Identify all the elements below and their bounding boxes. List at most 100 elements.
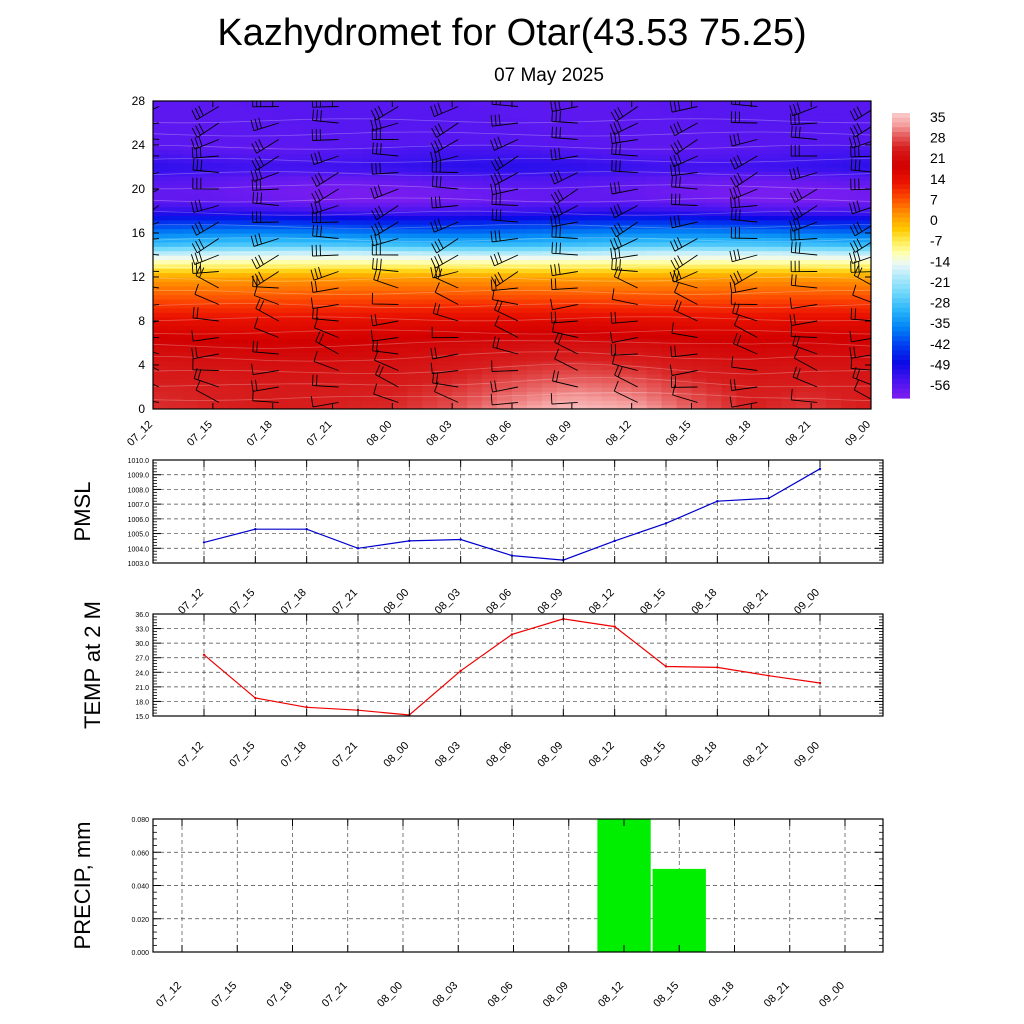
y-tick-label: 27.0 [135, 656, 149, 663]
wind-barb [373, 268, 399, 289]
data-point [613, 625, 616, 628]
x-tick-label: 09_00 [792, 740, 822, 770]
wind-barb [789, 297, 818, 309]
x-tick-label: 08_09 [541, 980, 571, 1010]
wind-barb [610, 131, 638, 144]
contour-line [153, 290, 871, 295]
wind-barb [370, 314, 399, 327]
wind-barb [252, 191, 279, 206]
colorbar-swatch [892, 208, 910, 214]
contour-line [153, 329, 871, 335]
colorbar-swatch [892, 284, 910, 290]
wind-barb [311, 101, 339, 108]
wind-barb [430, 103, 459, 117]
wind-barb [315, 331, 339, 355]
x-tick-label: 07_21 [320, 980, 350, 1010]
x-tick-label: 07_18 [279, 587, 309, 617]
colorbar-label: -7 [930, 233, 943, 249]
wind-barb [153, 304, 160, 306]
wind-barb [730, 227, 758, 239]
wind-barb [729, 396, 758, 408]
wind-barb [310, 266, 339, 281]
colorbar-swatch [892, 217, 910, 223]
wind-barb [430, 149, 459, 163]
colorbar-swatch [892, 341, 910, 347]
x-tick-label: 08_06 [484, 740, 514, 770]
contour-line [153, 131, 871, 137]
wind-barb [730, 293, 758, 305]
x-tick-label: 07_18 [265, 980, 295, 1010]
data-point [459, 538, 462, 541]
wind-barb [491, 271, 519, 287]
wind-barb [850, 357, 871, 371]
wind-barb [190, 251, 219, 266]
wind-barb [430, 347, 459, 360]
y-tick-label: 36.0 [135, 612, 149, 619]
wind-barb [609, 120, 638, 135]
wind-barb [491, 360, 519, 372]
colorbar-swatch [892, 374, 910, 380]
wind-barb [490, 136, 519, 151]
wind-barb [370, 330, 399, 342]
wind-barb [670, 254, 698, 270]
wind-barb [491, 101, 519, 107]
y-tick-label: 1004.0 [128, 546, 150, 553]
wind-barb [550, 214, 578, 228]
wind-barb [609, 181, 638, 195]
wind-barb [729, 133, 758, 147]
wind-barb [729, 248, 758, 263]
wind-barb [610, 343, 638, 356]
wind-barb [250, 117, 279, 132]
wind-barb [430, 196, 459, 209]
wind-barb [850, 261, 871, 273]
data-point [716, 500, 719, 503]
wind-barb [371, 128, 399, 140]
wind-barb [613, 380, 638, 403]
wind-barb [251, 379, 279, 392]
colorbar-label: 35 [930, 109, 946, 125]
wind-barb [431, 160, 459, 173]
data-point [510, 554, 514, 557]
colorbar-swatch [892, 336, 910, 342]
wind-barb [370, 184, 399, 199]
wind-barb [490, 114, 519, 127]
wind-barb [790, 205, 818, 221]
wind-barb [251, 139, 279, 154]
x-tick-label: 08_09 [544, 419, 574, 449]
panel-4: 0.000 0.020 0.040 0.060 0.080 07_12 07_15 07_18… [70, 817, 884, 1010]
colorbar-label: -14 [930, 253, 950, 269]
wind-barb [793, 348, 818, 371]
wind-barb [670, 376, 698, 388]
wind-barb [852, 284, 871, 303]
x-tick-label: 07_21 [305, 419, 335, 449]
colorbar-swatch [892, 298, 910, 304]
wind-barb [310, 297, 339, 310]
wind-barb [153, 401, 160, 403]
colorbar-swatch [892, 117, 910, 124]
y-tick-label: 0.040 [131, 884, 149, 891]
wind-barb [849, 330, 871, 343]
wind-barb [611, 143, 638, 157]
y-tick-label: 30.0 [135, 641, 149, 648]
colorbar-label: 7 [930, 191, 938, 207]
colorbar-swatch [892, 274, 910, 280]
wind-barb [551, 126, 578, 140]
y-tick-label: 1003.0 [128, 561, 150, 568]
wind-barb [372, 142, 399, 157]
wind-barb [790, 260, 818, 273]
wind-barb [431, 175, 459, 190]
wind-barb [790, 325, 818, 338]
y-tick-label: 1009.0 [128, 473, 150, 480]
wind-barb [730, 196, 758, 209]
wind-barb [255, 298, 279, 322]
wind-barb [434, 381, 459, 403]
colorbar-swatch [892, 322, 910, 328]
x-tick-label: 08_06 [484, 419, 514, 449]
wind-barb [610, 203, 638, 218]
x-tick-label: 08_12 [587, 587, 617, 617]
wind-barb [372, 339, 399, 355]
wind-barb [733, 333, 758, 355]
wind-barb [312, 307, 339, 322]
wind-barb [430, 138, 459, 153]
colorbar-label: -49 [930, 356, 950, 372]
